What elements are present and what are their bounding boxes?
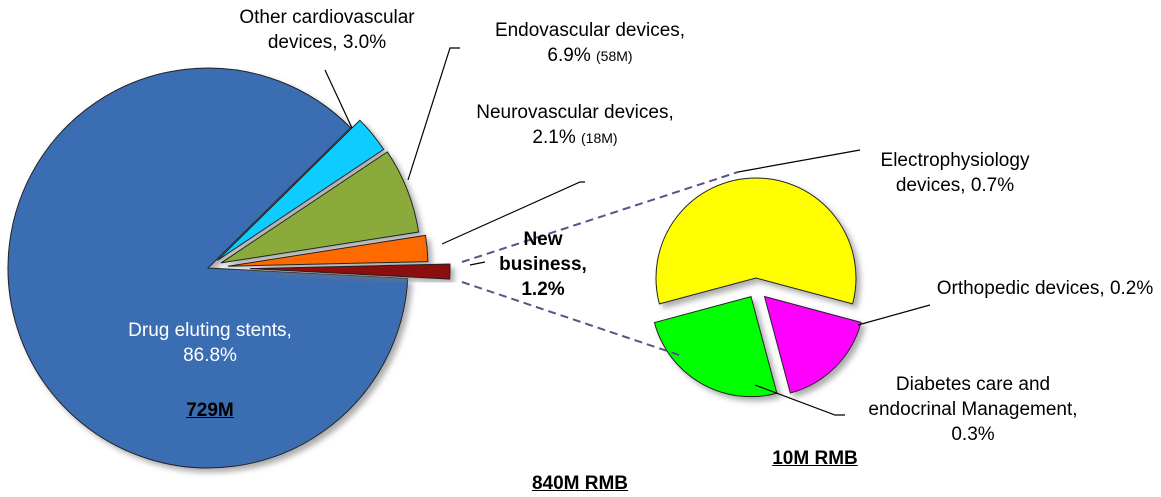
slice <box>7 67 409 469</box>
leader-line <box>407 47 460 181</box>
annotation: 840M RMB <box>531 473 629 494</box>
category: Electrophysiology devices, <box>880 150 1030 196</box>
connector-line <box>461 171 739 263</box>
slice <box>249 263 451 280</box>
annotation: 729M <box>186 400 234 421</box>
category: Endovascular devices, <box>494 20 686 41</box>
annotation: (18M) <box>581 130 618 146</box>
value-label: 0.2% <box>1109 278 1154 299</box>
annotation: (58M) <box>596 48 633 64</box>
annotation: 10M RMB <box>772 448 858 469</box>
value-label: 86.8% <box>183 345 237 366</box>
category: Orthopedic devices, <box>936 278 1105 299</box>
label: Orthopedic devices, 0.2% <box>930 276 1160 301</box>
leader-line <box>441 181 585 245</box>
slice <box>220 151 420 264</box>
label: Electrophysiology devices, 0.7% <box>855 148 1055 198</box>
main-pie <box>7 67 451 469</box>
label: Diabetes care and endocrinal Management,… <box>853 372 1093 447</box>
slice <box>763 295 862 394</box>
value-label: 1.2% <box>521 279 565 300</box>
label: Neurovascular devices, 2.1% (18M) <box>455 100 695 151</box>
secondary-pie <box>653 177 862 398</box>
category: Other cardiovascular devices, <box>239 7 415 53</box>
leader-line <box>857 304 931 326</box>
slice <box>227 234 429 267</box>
slice <box>653 296 778 398</box>
category: Neurovascular devices, <box>476 102 674 123</box>
label: Other cardiovascular devices, 3.0% <box>212 5 442 55</box>
category: New business, <box>499 229 587 275</box>
connectors <box>461 171 739 357</box>
label: Endovascular devices, 6.9% (58M) <box>475 18 705 69</box>
slice <box>216 119 385 261</box>
label: New business, 1.2% <box>493 227 593 302</box>
value-label: 0.3% <box>951 424 995 445</box>
leader-line <box>324 69 353 129</box>
leader-lines <box>324 47 931 416</box>
category: Drug eluting stents, <box>128 320 292 341</box>
label: Drug eluting stents, 86.8% <box>100 318 320 368</box>
leader-line <box>737 149 861 173</box>
leader-line <box>754 384 845 416</box>
category: Diabetes care and endocrinal Management, <box>868 374 1078 420</box>
value-label: 3.0% <box>342 32 387 53</box>
value-label: 0.7% <box>970 175 1015 196</box>
value-label: 6.9% <box>547 45 591 66</box>
slice <box>655 177 857 305</box>
value-label: 2.1% <box>532 127 576 148</box>
leader-line <box>469 261 486 266</box>
